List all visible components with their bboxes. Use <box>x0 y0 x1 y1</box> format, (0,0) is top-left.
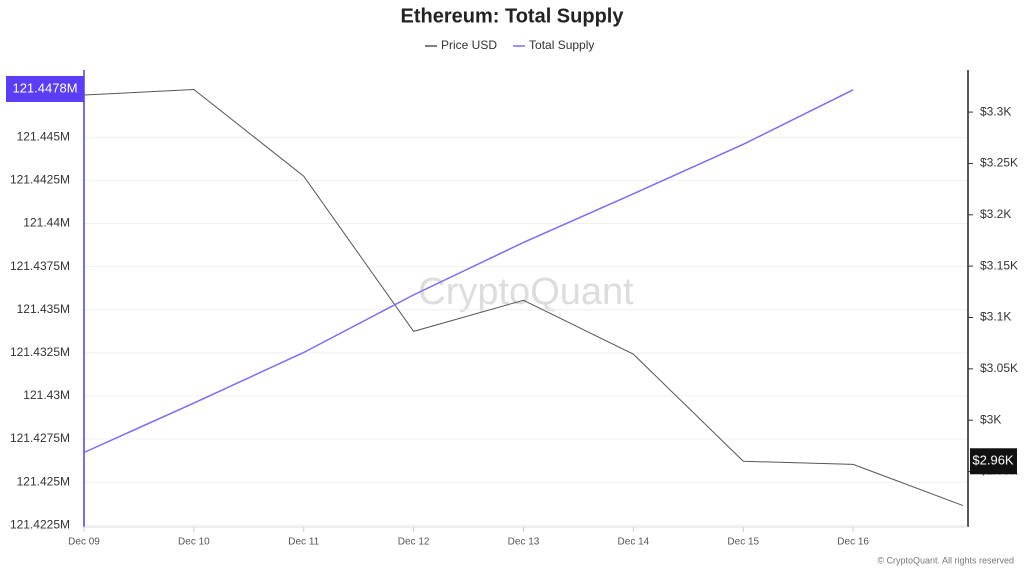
y-highlight <box>6 75 84 102</box>
y-tick-label: 121.4225M <box>10 517 70 531</box>
x-tick-label: Dec 16 <box>837 537 869 548</box>
y-tick-label: 121.4275M <box>10 431 70 445</box>
chart-title: Ethereum: Total Supply <box>401 5 625 27</box>
footer: © CryptoQuant. All rights reserved <box>877 555 1014 565</box>
y2-tick-label: $3.1K <box>980 310 1011 324</box>
series-line <box>83 89 964 507</box>
y-tick-label: 121.4325M <box>10 345 70 359</box>
legend-label: Total Supply <box>529 38 594 52</box>
x-tick-label: Dec 10 <box>178 537 210 548</box>
legend-label: Price USD <box>441 38 497 52</box>
y2-tick-label: $3.25K <box>980 156 1018 170</box>
x-tick-label: Dec 13 <box>508 537 540 548</box>
y-tick-label: 121.4425M <box>10 173 70 187</box>
y2-highlight-label: $2.96K <box>972 453 1014 468</box>
y2-tick-label: $3.15K <box>980 258 1018 272</box>
x-tick-label: Dec 11 <box>288 537 319 548</box>
y2-tick-label: $3.05K <box>980 361 1018 375</box>
x-tick-label: Dec 12 <box>398 537 430 548</box>
watermark: CryptoQuant <box>418 271 634 313</box>
y2-highlight <box>970 448 1017 475</box>
x-tick-label: Dec 15 <box>727 537 759 548</box>
y-tick-label: 121.435M <box>17 302 70 316</box>
y2-tick-label: $3K <box>980 412 1001 426</box>
y-tick-label: 121.44M <box>23 216 70 230</box>
y-tick-label: 121.43M <box>23 388 70 402</box>
y2-tick-label: $3.3K <box>980 104 1011 118</box>
series-line <box>83 89 854 454</box>
x-tick-label: Dec 09 <box>68 537 100 548</box>
y-tick-label: 121.445M <box>17 129 70 143</box>
y-tick-label: 121.425M <box>17 474 70 488</box>
x-tick-label: Dec 14 <box>618 537 650 548</box>
y2-tick-label: $3.2K <box>980 207 1011 221</box>
y-tick-label: 121.4375M <box>10 259 70 273</box>
y-highlight-label: 121.4478M <box>12 80 77 95</box>
